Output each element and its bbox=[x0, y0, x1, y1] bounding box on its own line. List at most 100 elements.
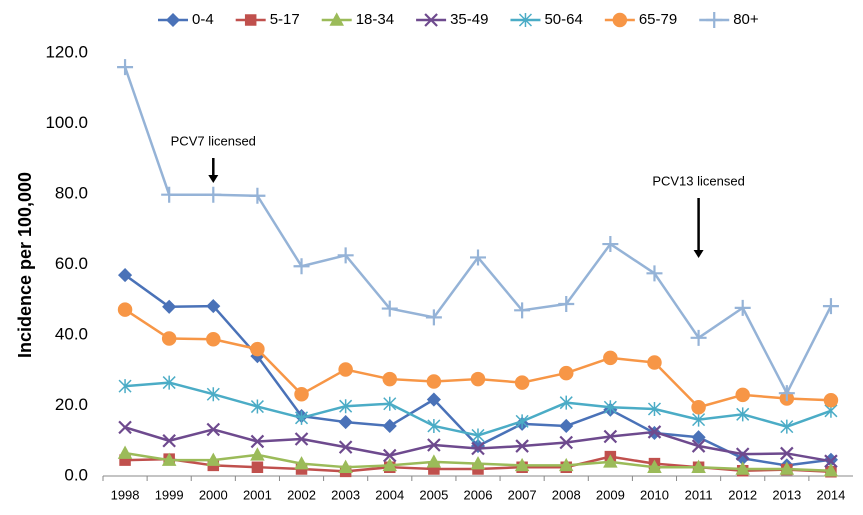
x-tick-label: 2008 bbox=[552, 487, 581, 502]
y-axis-label: Incidence per 100,000 bbox=[15, 172, 35, 358]
marker bbox=[206, 422, 221, 437]
marker bbox=[647, 355, 662, 370]
marker bbox=[779, 461, 795, 475]
y-tick-label: 120.0 bbox=[45, 42, 88, 61]
x-tick-label: 1998 bbox=[111, 487, 140, 502]
y-tick-label: 20.0 bbox=[55, 395, 88, 414]
marker bbox=[250, 447, 265, 461]
annotation-arrowhead bbox=[693, 250, 704, 258]
marker bbox=[337, 247, 354, 264]
marker bbox=[515, 439, 529, 453]
marker bbox=[117, 445, 133, 459]
marker bbox=[778, 385, 795, 402]
marker bbox=[383, 396, 397, 411]
x-tick-label: 2004 bbox=[375, 487, 404, 502]
marker bbox=[780, 446, 794, 461]
marker bbox=[251, 461, 264, 473]
marker bbox=[734, 299, 751, 316]
marker bbox=[425, 309, 442, 326]
marker bbox=[117, 59, 134, 76]
marker bbox=[706, 12, 723, 28]
marker bbox=[382, 371, 398, 387]
marker bbox=[161, 452, 177, 466]
marker bbox=[206, 331, 221, 347]
marker bbox=[426, 392, 441, 407]
legend-label: 18-34 bbox=[356, 11, 394, 28]
marker bbox=[118, 420, 132, 435]
marker bbox=[161, 186, 178, 203]
y-tick-label: 60.0 bbox=[55, 254, 88, 273]
marker bbox=[382, 457, 398, 472]
marker bbox=[518, 13, 532, 27]
marker bbox=[514, 457, 530, 472]
marker bbox=[780, 419, 794, 434]
marker bbox=[381, 300, 398, 317]
annotation-arrowhead bbox=[208, 175, 219, 183]
marker bbox=[118, 379, 132, 394]
marker bbox=[338, 459, 353, 473]
marker bbox=[603, 429, 618, 444]
marker bbox=[515, 414, 529, 429]
marker bbox=[646, 265, 663, 282]
marker bbox=[338, 362, 353, 377]
marker bbox=[117, 268, 133, 283]
marker bbox=[338, 440, 353, 454]
marker bbox=[471, 428, 485, 443]
legend-item: 18-34 bbox=[321, 11, 394, 28]
x-tick-label: 2006 bbox=[464, 487, 493, 502]
marker bbox=[823, 463, 839, 477]
legend-label: 0-4 bbox=[192, 11, 214, 28]
marker bbox=[691, 459, 706, 473]
marker bbox=[206, 387, 220, 402]
marker bbox=[514, 302, 531, 319]
marker bbox=[559, 418, 574, 434]
marker bbox=[691, 439, 706, 453]
marker bbox=[162, 433, 176, 448]
marker bbox=[250, 341, 265, 357]
marker bbox=[426, 374, 442, 389]
marker bbox=[558, 457, 574, 472]
marker bbox=[244, 14, 257, 26]
marker bbox=[294, 456, 309, 470]
marker bbox=[470, 456, 486, 470]
y-tick-label: 0.0 bbox=[64, 465, 88, 484]
marker bbox=[735, 447, 750, 461]
x-tick-label: 2007 bbox=[508, 487, 537, 502]
marker bbox=[426, 454, 442, 468]
marker bbox=[824, 454, 838, 468]
x-tick-label: 2012 bbox=[728, 487, 757, 502]
marker bbox=[691, 400, 706, 415]
legend-item: 5-17 bbox=[235, 11, 300, 28]
marker bbox=[117, 302, 133, 317]
marker bbox=[206, 452, 221, 466]
legend-label: 5-17 bbox=[270, 11, 300, 28]
legend-item: 80+ bbox=[699, 11, 759, 28]
marker bbox=[162, 299, 177, 314]
legend-item: 65-79 bbox=[604, 11, 677, 28]
marker bbox=[382, 448, 397, 463]
legend-label: 50-64 bbox=[544, 11, 582, 28]
marker bbox=[690, 329, 707, 346]
marker bbox=[471, 441, 485, 456]
marker bbox=[735, 461, 750, 475]
marker bbox=[603, 454, 618, 468]
legend-label: 80+ bbox=[733, 11, 759, 28]
marker bbox=[691, 430, 706, 445]
x-tick-label: 2001 bbox=[243, 487, 272, 502]
marker bbox=[427, 418, 441, 433]
marker bbox=[612, 12, 628, 28]
marker bbox=[603, 350, 618, 366]
marker bbox=[514, 375, 530, 390]
x-tick-label: 2009 bbox=[596, 487, 625, 502]
x-tick-label: 2003 bbox=[331, 487, 360, 502]
marker bbox=[250, 434, 265, 449]
marker bbox=[165, 12, 181, 28]
marker bbox=[206, 299, 221, 314]
marker bbox=[294, 410, 309, 425]
x-tick-label: 2005 bbox=[419, 487, 448, 502]
legend-label: 35-49 bbox=[450, 11, 488, 28]
marker bbox=[822, 298, 839, 315]
x-tick-label: 2011 bbox=[685, 487, 713, 502]
marker bbox=[692, 412, 706, 427]
